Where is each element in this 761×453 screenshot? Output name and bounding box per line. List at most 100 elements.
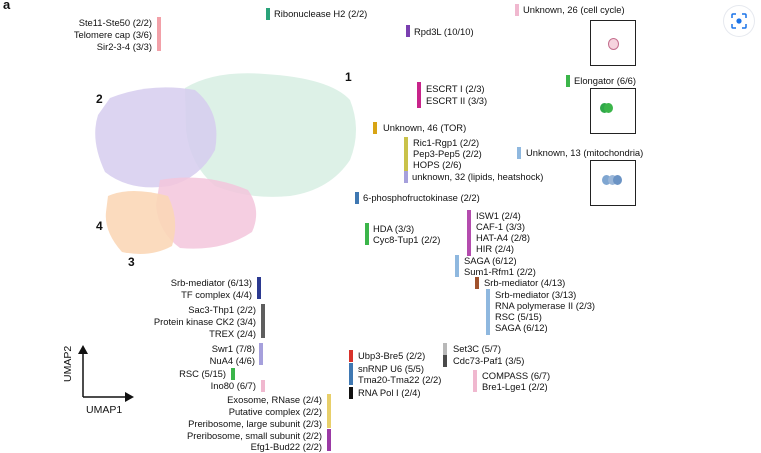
label-unknown-26: Unknown, 26 (cell cycle) [523,4,625,15]
color-bar-hops [404,137,408,171]
label-saga-2: SAGA (6/12) [495,322,548,333]
label-sir2-3-4: Sir2-3-4 (3/3) [96,41,152,52]
color-bar-unk46 [373,122,377,134]
label-tma20-tma22: Tma20-Tma22 (2/2) [358,374,442,385]
inset-point [613,175,622,185]
label-ribonuclease-h2: Ribonuclease H2 (2/2) [274,8,368,19]
label-hir: HIR (2/4) [476,243,515,254]
label-protein-kinase-ck2: Protein kinase CK2 (3/4) [153,316,256,327]
inset-unknown-13 [590,160,636,206]
color-bar-swr1 [259,343,263,365]
label-sac3-thp1: Sac3-Thp1 (2/2) [188,304,256,315]
color-bar-srb-r2 [486,289,490,335]
label-ric1-rgp1: Ric1-Rgp1 (2/2) [413,137,480,148]
up-arrow-icon [78,345,88,354]
label-srb-mediator-r2: Srb-mediator (3/13) [495,289,577,300]
inset-point [608,38,619,50]
label-unknown-32: unknown, 32 (lipids, heatshock) [412,171,544,182]
lens-search-icon [731,13,747,29]
label-rna-pol-1: RNA Pol I (2/4) [358,387,421,398]
label-ubp3-bre5: Ubp3-Bre5 (2/2) [358,350,426,361]
color-bar-elongator [566,75,570,87]
label-hat-a4: HAT-A4 (2/8) [476,232,531,243]
label-srb-mediator-r1: Srb-mediator (4/13) [484,277,566,288]
label-hops: HOPS (2/6) [413,159,462,170]
color-bar-unk13 [517,147,521,159]
label-compass: COMPASS (6/7) [482,370,551,381]
label-escrt-1: ESCRT I (2/3) [426,83,485,94]
color-bar-trex [261,304,265,338]
color-bar-ino80 [261,380,265,392]
color-bar-compass [473,370,477,392]
label-escrt-2: ESCRT II (3/3) [426,95,488,106]
cluster-2-hull [95,87,217,188]
label-snrnp-u6: snRNP U6 (5/5) [358,363,424,374]
color-bar-unk32 [404,171,408,183]
label-saga-1: SAGA (6/12) [464,255,517,266]
color-bar-pfk [355,192,359,204]
label-ste11-ste50: Ste11-Ste50 (2/2) [78,17,152,28]
label-set3c: Set3C (5/7) [453,343,501,354]
color-bar-rsc2 [231,368,235,380]
cluster-number-2: 2 [96,92,103,106]
color-bar-hda [365,223,369,245]
color-bar-cdc73 [443,355,447,367]
color-bar-isw1 [467,210,471,256]
label-rsc-2: RSC (5/15) [179,368,226,379]
label-cdc73-paf1: Cdc73-Paf1 (3/5) [453,355,525,366]
label-telomere-cap: Telomere cap (3/6) [73,29,152,40]
panel-letter: a [3,0,11,12]
label-caf1: CAF-1 (3/3) [476,221,525,232]
color-bar-rnapol1 [349,387,353,399]
label-nua4: NuA4 (4/6) [209,355,255,366]
umap-axes [78,345,134,402]
label-elongator: Elongator (6/6) [574,75,637,86]
inset-point [602,175,611,185]
label-bre1-lge1: Bre1-Lge1 (2/2) [482,381,548,392]
right-arrow-icon [125,392,134,402]
label-unknown-46: Unknown, 46 (TOR) [383,122,467,133]
y-axis-label: UMAP2 [62,345,74,382]
label-preribosome-small: Preribosome, small subunit (2/2) [187,430,322,441]
inset-elongator [590,88,636,134]
color-bar-unk26 [515,4,519,16]
label-rna-polymerase-2: RNA polymerase II (2/3) [495,300,596,311]
label-ino80: Ino80 (6/7) [210,380,256,391]
x-axis-label: UMAP1 [86,404,123,416]
label-swr1: Swr1 (7/8) [211,343,255,354]
label-hda: HDA (3/3) [373,223,415,234]
cluster-4-hull [105,191,176,254]
color-bar-ste11 [157,17,161,51]
label-rsc-1: RSC (5/15) [495,311,542,322]
color-bar-srb-left [257,277,261,299]
cluster-3-hull [156,177,257,249]
label-trex: TREX (2/4) [209,328,256,339]
color-bar-snrnp [349,363,353,385]
color-bar-escrt [417,82,421,108]
color-bar-ubp3 [349,350,353,362]
inset-point [608,175,617,185]
label-putative-complex: Putative complex (2/2) [228,406,322,417]
cluster-1-hull [185,73,356,197]
label-srb-mediator-left: Srb-mediator (6/13) [170,277,252,288]
cluster-number-4: 4 [96,219,103,233]
label-sum1-rfm1: Sum1-Rfm1 (2/2) [464,266,536,277]
color-bar-srb-r1 [475,277,479,289]
label-cyc8-tup1: Cyc8-Tup1 (2/2) [373,234,441,245]
label-pep3-pep5: Pep3-Pep5 (2/2) [413,148,482,159]
label-exosome: Exosome, RNase (2/4) [227,394,322,405]
cluster-number-3: 3 [128,255,135,269]
color-bar-exosome [327,394,331,428]
label-6-phosphofructokinase: 6-phosphofructokinase (2/2) [363,192,480,203]
cluster-number-1: 1 [345,70,352,84]
color-bar-efg1 [327,429,331,451]
color-bar-rnaseh2 [266,8,270,20]
color-bar-set3c [443,343,447,355]
label-isw1: ISW1 (2/4) [476,210,521,221]
inset-point [604,103,613,113]
inset-unknown-26 [590,20,636,66]
label-rpd3l: Rpd3L (10/10) [414,26,474,37]
label-preribosome-large: Preribosome, large subunit (2/3) [188,418,322,429]
lens-search-button[interactable] [724,6,754,36]
